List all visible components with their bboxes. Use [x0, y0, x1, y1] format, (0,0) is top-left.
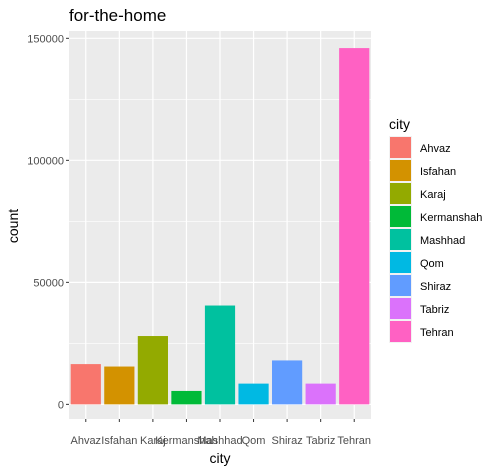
- legend-key: [390, 137, 411, 158]
- legend-label: Qom: [420, 258, 444, 270]
- legend-key: [390, 321, 411, 342]
- bar-tehran: [339, 48, 370, 405]
- x-tick-label: Qom: [242, 435, 266, 447]
- bar-kermanshah: [171, 390, 202, 405]
- x-axis-title: city: [210, 450, 231, 466]
- legend-key: [390, 206, 411, 227]
- bar-isfahan: [104, 366, 135, 405]
- x-tick-label: Ahvaz: [70, 435, 101, 447]
- x-tick-label: Mashhad: [197, 435, 242, 447]
- bar-ahvaz: [70, 364, 101, 405]
- bar-karaj: [137, 336, 168, 405]
- y-tick-label: 0: [58, 399, 64, 411]
- legend-key: [390, 298, 411, 319]
- legend-key: [390, 183, 411, 204]
- y-axis: 0 50000 100000 150000: [27, 33, 69, 411]
- x-tick-label: Tehran: [337, 435, 371, 447]
- x-tick-label: Kermanshah: [155, 435, 217, 447]
- legend-key: [390, 252, 411, 273]
- legend-label: Ahvaz: [420, 143, 451, 155]
- legend-label: Tehran: [420, 327, 454, 339]
- legend-key: [390, 275, 411, 296]
- y-tick-label: 100000: [27, 155, 64, 167]
- legend: city Ahvaz Isfahan Karaj Kermanshah Mashhad Q…: [389, 116, 482, 343]
- legend-label: Mashhad: [420, 235, 465, 247]
- legend-label: Tabriz: [420, 304, 449, 316]
- legend-key: [390, 229, 411, 250]
- bar-shiraz: [272, 360, 303, 405]
- x-tick-label: Shiraz: [272, 435, 303, 447]
- legend-label: Shiraz: [420, 281, 451, 293]
- bars: [70, 48, 370, 405]
- y-tick-label: 50000: [33, 277, 64, 289]
- legend-label: Kermanshah: [420, 212, 482, 224]
- y-axis-title: count: [5, 209, 21, 243]
- x-tick-label: Karaj: [140, 435, 166, 447]
- bar-tabriz: [305, 383, 336, 405]
- legend-label: Isfahan: [420, 166, 456, 178]
- legend-key: [390, 160, 411, 181]
- x-tick-label: Isfahan: [101, 435, 137, 447]
- y-tick-label: 150000: [27, 33, 64, 45]
- x-tick-label: Tabriz: [306, 435, 335, 447]
- legend-label: Karaj: [420, 189, 446, 201]
- bar-mashhad: [204, 305, 236, 405]
- legend-title: city: [389, 116, 410, 132]
- bar-qom: [238, 383, 269, 405]
- chart-title: for-the-home: [69, 6, 166, 25]
